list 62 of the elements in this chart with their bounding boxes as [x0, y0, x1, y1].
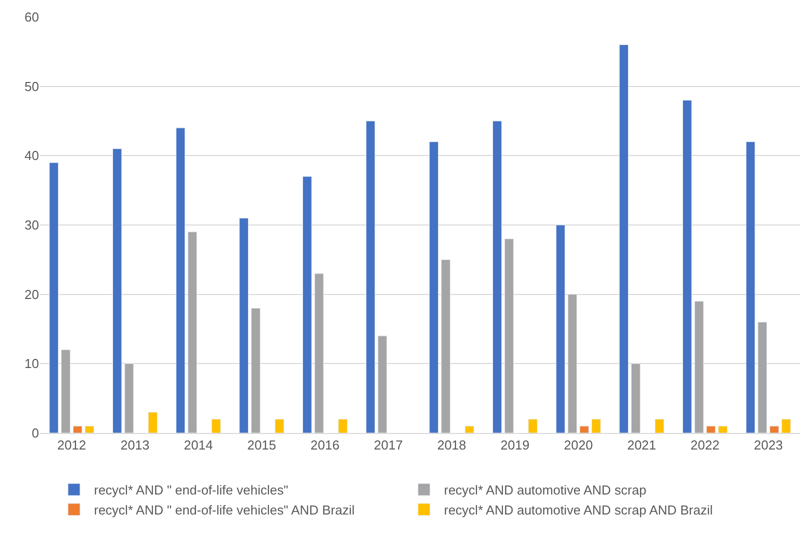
bar	[770, 426, 779, 433]
bar	[591, 418, 601, 433]
x-tick-label: 2018	[437, 438, 466, 453]
bar	[124, 363, 134, 433]
bar	[528, 418, 538, 433]
bar	[631, 363, 640, 433]
legend-label: recycl* AND " end-of-life vehicles" AND Brazil	[94, 502, 355, 518]
x-tick-label: 2015	[247, 438, 276, 453]
bar	[49, 162, 59, 433]
legend-label: recycl* AND " end-of-life vehicles"	[94, 482, 289, 498]
y-tick-label: 30	[24, 218, 39, 233]
legend-label: recycl* AND automotive AND scrap AND Brazil	[444, 502, 713, 518]
x-tick-label: 2016	[310, 438, 340, 453]
bar	[706, 426, 716, 433]
x-tick-label: 2020	[564, 438, 593, 453]
bar	[492, 120, 502, 433]
bar	[694, 301, 704, 433]
bar	[429, 142, 439, 433]
y-tick-label: 60	[24, 10, 39, 25]
bar	[441, 259, 450, 433]
bar	[464, 426, 474, 433]
x-tick-label: 2023	[754, 438, 783, 453]
x-tick-label: 2021	[627, 438, 656, 453]
x-tick-label: 2014	[184, 438, 213, 453]
x-tick-label: 2022	[690, 438, 720, 453]
bar	[176, 128, 186, 433]
bar	[378, 336, 388, 433]
x-tick-label: 2013	[120, 438, 150, 453]
legend-label: recycl* AND automotive AND scrap	[444, 482, 646, 498]
bar	[211, 418, 221, 433]
bar	[568, 294, 578, 433]
bar	[84, 426, 94, 433]
x-tick-label: 2012	[57, 438, 86, 453]
x-tick-label: 2017	[374, 438, 403, 453]
bar	[274, 418, 284, 433]
bar	[239, 218, 249, 433]
bar	[781, 418, 791, 433]
bar	[72, 426, 82, 433]
y-tick-label: 10	[24, 356, 39, 372]
bar	[504, 238, 514, 433]
bar	[314, 273, 324, 433]
bar	[556, 224, 566, 433]
y-tick-label: 40	[24, 148, 39, 164]
bar	[682, 100, 692, 433]
y-tick-label: 50	[24, 78, 39, 94]
bar	[251, 308, 260, 433]
bar	[366, 120, 376, 433]
bar	[112, 148, 122, 433]
y-tick-label: 20	[24, 286, 39, 302]
bar	[619, 44, 629, 433]
bar	[61, 350, 70, 433]
bar	[580, 426, 589, 433]
bar	[188, 232, 198, 433]
bar	[338, 418, 348, 433]
bar	[654, 418, 664, 433]
bar	[718, 426, 728, 433]
x-tick-label: 2019	[500, 438, 530, 453]
y-tick-label: 0	[32, 426, 39, 441]
bar	[746, 142, 756, 433]
bar	[758, 322, 768, 433]
bar	[302, 176, 312, 433]
bar	[148, 412, 158, 433]
